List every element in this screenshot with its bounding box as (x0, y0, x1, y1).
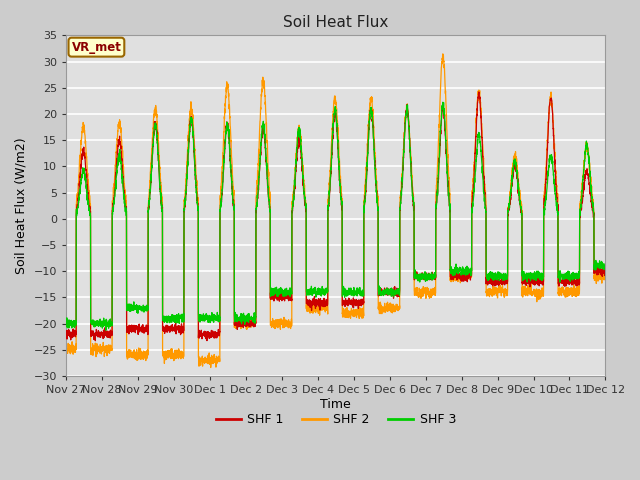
SHF 3 (602, 263, 609, 268)
SHF 1 (602, 266, 609, 272)
SHF 1 (398, 184, 406, 190)
Legend: SHF 1, SHF 2, SHF 3: SHF 1, SHF 2, SHF 3 (211, 408, 461, 431)
SHF 3 (178, 317, 186, 323)
SHF 2 (388, 310, 396, 316)
SHF 2 (178, 348, 186, 354)
SHF 3 (102, 327, 110, 333)
SHF 2 (602, 274, 609, 280)
SHF 3 (62, 323, 70, 328)
X-axis label: Time: Time (321, 398, 351, 411)
SHF 3 (388, 288, 396, 294)
SHF 3 (213, 317, 221, 323)
SHF 1 (62, 334, 70, 339)
SHF 1 (602, 270, 609, 276)
SHF 1 (475, 89, 483, 95)
SHF 1 (388, 289, 396, 295)
SHF 3 (398, 186, 406, 192)
SHF 3 (439, 99, 447, 105)
Line: SHF 2: SHF 2 (66, 54, 605, 368)
SHF 2 (602, 272, 609, 277)
SHF 3 (550, 184, 558, 190)
SHF 1 (213, 332, 221, 337)
SHF 1 (178, 326, 186, 332)
SHF 1 (550, 154, 558, 159)
SHF 2 (398, 171, 406, 177)
SHF 2 (550, 141, 558, 146)
Y-axis label: Soil Heat Flux (W/m2): Soil Heat Flux (W/m2) (15, 137, 28, 274)
SHF 2 (439, 51, 447, 57)
Text: VR_met: VR_met (72, 41, 122, 54)
SHF 3 (602, 261, 609, 266)
SHF 2 (207, 365, 214, 371)
SHF 2 (213, 357, 221, 362)
Line: SHF 3: SHF 3 (66, 102, 605, 330)
SHF 1 (92, 338, 99, 344)
Line: SHF 1: SHF 1 (66, 92, 605, 341)
Title: Soil Heat Flux: Soil Heat Flux (283, 15, 388, 30)
SHF 2 (62, 348, 70, 354)
